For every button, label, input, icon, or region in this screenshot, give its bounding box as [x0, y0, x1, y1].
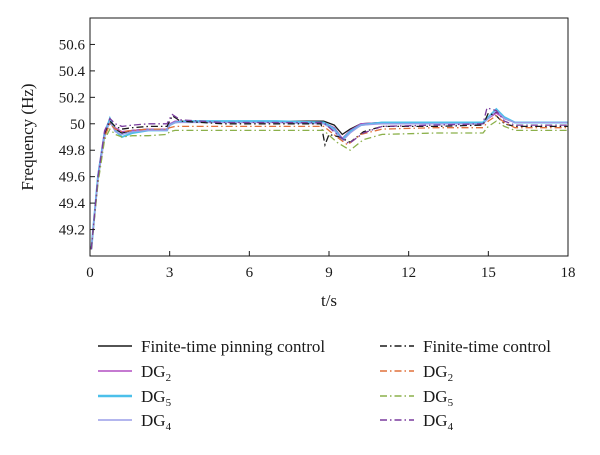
x-tick-label: 9 [325, 265, 333, 281]
y-tick-label: 50.2 [59, 90, 85, 106]
series-line-6 [90, 120, 568, 250]
legend-label: DG2 [423, 362, 453, 384]
legend-label: DG4 [423, 411, 454, 433]
legend-label: DG5 [141, 387, 172, 409]
series-line-7 [90, 107, 568, 250]
legend: Finite-time pinning controlDG2DG5DG4Fini… [98, 337, 551, 433]
x-axis: 0 3 6 9 12 15 18 [86, 251, 576, 281]
y-axis: 49.2 49.4 49.6 49.8 50 50.2 50.4 50.6 [59, 37, 95, 239]
y-tick-label: 49.6 [59, 170, 86, 186]
plot-frame [89, 17, 569, 257]
series-line-4 [90, 112, 568, 250]
y-tick-label: 50.4 [59, 64, 86, 80]
x-tick-label: 0 [86, 265, 94, 281]
y-axis-label: Frequency (Hz) [18, 83, 37, 190]
x-axis-label: t/s [321, 291, 337, 310]
legend-label: DG5 [423, 387, 454, 409]
series-line-1 [90, 112, 568, 250]
legend-label: Finite-time control [423, 337, 551, 356]
x-tick-label: 6 [246, 265, 254, 281]
y-tick-label: 50 [70, 117, 85, 133]
y-tick-label: 49.2 [59, 223, 85, 239]
y-tick-label: 50.6 [59, 37, 86, 53]
x-tick-label: 12 [401, 265, 416, 281]
legend-label: Finite-time pinning control [141, 337, 325, 356]
series-line-5 [90, 114, 568, 250]
x-tick-label: 18 [561, 265, 576, 281]
series-line-0 [90, 111, 568, 250]
x-tick-label: 3 [166, 265, 174, 281]
legend-label: DG2 [141, 362, 171, 384]
plot-lines [90, 107, 568, 250]
legend-label: DG4 [141, 411, 172, 433]
y-tick-label: 49.4 [59, 196, 86, 212]
x-tick-label: 15 [481, 265, 496, 281]
y-tick-label: 49.8 [59, 143, 85, 159]
